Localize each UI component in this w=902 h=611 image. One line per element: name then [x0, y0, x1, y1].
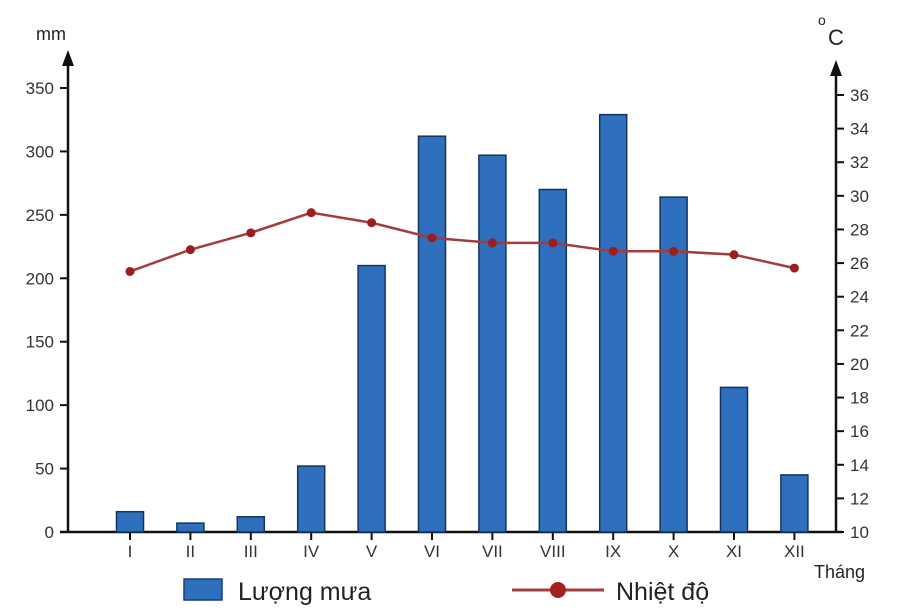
left-tick-label: 300	[26, 142, 54, 161]
temperature-point	[125, 266, 135, 276]
left-y-axis-arrow	[62, 50, 74, 66]
temperature-polyline	[129, 211, 795, 273]
left-tick-label: 150	[26, 333, 54, 352]
left-tick-label: 0	[45, 523, 54, 542]
x-tick-label: II	[186, 542, 195, 561]
x-tick-label: VII	[482, 542, 503, 561]
rainfall-bar	[296, 465, 326, 533]
right-tick-label: 30	[850, 187, 869, 206]
left-tick-label: 250	[26, 206, 54, 225]
temperature-point	[185, 245, 195, 255]
rainfall-bar	[115, 510, 145, 533]
rainfall-bar	[719, 386, 749, 533]
legend-rainfall-swatch	[183, 578, 223, 601]
right-tick-label: 12	[850, 489, 869, 508]
left-tick-label: 200	[26, 269, 54, 288]
temperature-point	[427, 233, 437, 243]
right-axis-unit: C	[828, 25, 844, 50]
temperature-point	[246, 228, 256, 238]
legend: Lượng mưa Nhiệt độ	[183, 578, 709, 606]
x-tick-label: V	[366, 542, 378, 561]
rainfall-bar	[780, 474, 809, 533]
left-axis-ticks: 0 50 100 150 200 250 300 350	[26, 79, 68, 542]
right-tick-label: 18	[850, 389, 869, 408]
right-tick-label: 16	[850, 422, 869, 441]
x-tick-label: I	[128, 542, 133, 561]
x-tick-label: XI	[726, 542, 742, 561]
right-tick-label: 34	[850, 120, 869, 139]
temperature-line	[125, 208, 799, 276]
x-axis-title: Tháng	[814, 562, 865, 582]
right-y-axis-arrow	[830, 60, 842, 76]
right-tick-label: 32	[850, 153, 869, 172]
left-tick-label: 350	[26, 79, 54, 98]
rainfall-bar	[478, 154, 507, 533]
temperature-point	[669, 246, 679, 256]
rainfall-bar	[176, 522, 205, 533]
x-tick-label: X	[668, 542, 679, 561]
left-tick-label: 100	[26, 396, 54, 415]
rainfall-bar	[417, 135, 447, 533]
x-tick-label: XII	[784, 542, 805, 561]
rainfall-bar	[236, 516, 266, 533]
x-tick-label: IV	[303, 542, 320, 561]
temperature-point	[487, 238, 497, 248]
temperature-point	[789, 263, 799, 273]
right-axis-ticks: 10 12 14 16 18 20 22 24 26 28 30 32 34 36	[836, 86, 869, 542]
right-tick-label: 20	[850, 355, 869, 374]
x-tick-label: IX	[605, 542, 621, 561]
right-tick-label: 10	[850, 523, 869, 542]
x-tick-label: III	[244, 542, 258, 561]
right-axis-unit-degree: o	[818, 12, 826, 28]
legend-temperature-label: Nhiệt độ	[616, 578, 709, 606]
temperature-point	[548, 238, 558, 248]
temperature-point	[608, 246, 618, 256]
rainfall-bar	[357, 264, 386, 533]
x-axis-ticks: I II III IV V VI VII VIII IX X XI XII	[128, 532, 805, 561]
right-tick-label: 24	[850, 288, 869, 307]
temperature-point	[306, 208, 316, 218]
temperature-point	[367, 218, 377, 228]
right-tick-label: 14	[850, 456, 869, 475]
legend-rainfall-label: Lượng mưa	[238, 578, 371, 606]
left-tick-label: 50	[35, 460, 54, 479]
right-tick-label: 26	[850, 254, 869, 273]
right-tick-label: 36	[850, 86, 869, 105]
temperature-point	[729, 250, 739, 260]
right-tick-label: 22	[850, 321, 869, 340]
left-axis-unit: mm	[36, 24, 66, 44]
rainfall-bars	[115, 113, 809, 533]
x-tick-label: VI	[424, 542, 440, 561]
legend-temperature-marker	[550, 582, 566, 598]
x-tick-label: VIII	[540, 542, 566, 561]
right-tick-label: 28	[850, 220, 869, 239]
rainfall-bar	[598, 113, 628, 533]
